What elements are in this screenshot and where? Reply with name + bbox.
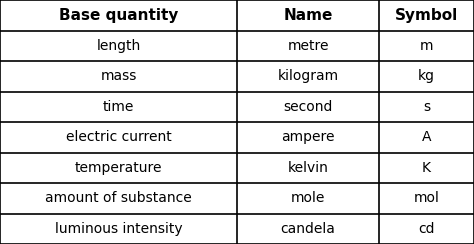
Text: mass: mass <box>100 69 137 83</box>
Text: kilogram: kilogram <box>278 69 338 83</box>
Text: kelvin: kelvin <box>288 161 328 175</box>
Text: length: length <box>96 39 141 53</box>
Text: temperature: temperature <box>75 161 162 175</box>
Text: K: K <box>422 161 431 175</box>
Text: metre: metre <box>287 39 329 53</box>
Text: cd: cd <box>419 222 435 236</box>
Text: kg: kg <box>418 69 435 83</box>
Text: A: A <box>422 130 431 144</box>
Text: mole: mole <box>291 191 325 205</box>
Text: electric current: electric current <box>65 130 172 144</box>
Text: ampere: ampere <box>282 130 335 144</box>
Text: Base quantity: Base quantity <box>59 8 178 23</box>
Text: luminous intensity: luminous intensity <box>55 222 182 236</box>
Text: amount of substance: amount of substance <box>45 191 192 205</box>
Text: second: second <box>283 100 333 114</box>
Text: time: time <box>103 100 134 114</box>
Text: Name: Name <box>283 8 333 23</box>
Text: candela: candela <box>281 222 336 236</box>
Text: s: s <box>423 100 430 114</box>
Text: m: m <box>420 39 433 53</box>
Text: Symbol: Symbol <box>395 8 458 23</box>
Text: mol: mol <box>414 191 439 205</box>
